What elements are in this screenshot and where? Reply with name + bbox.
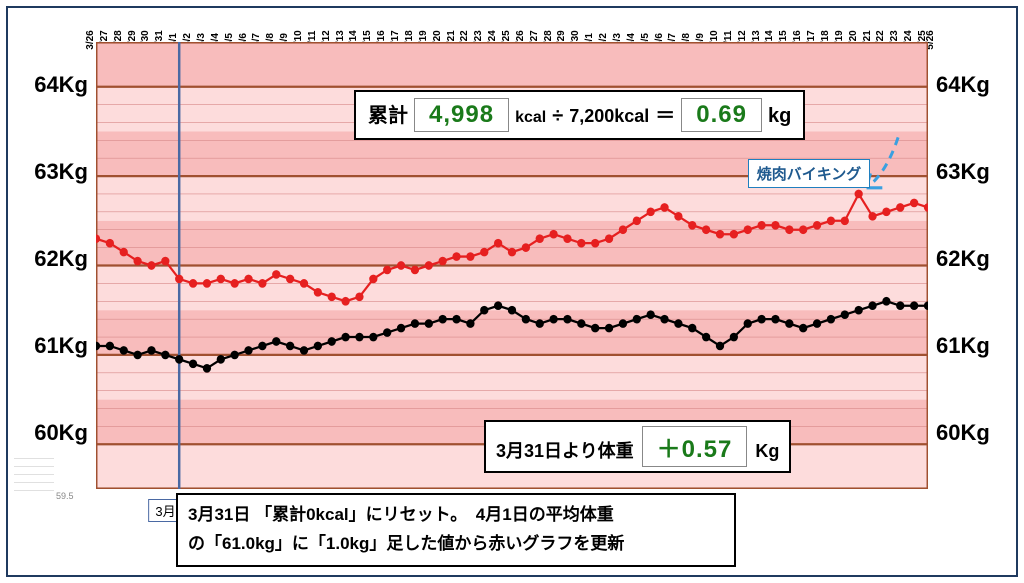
- formula-box: 累計4,998 kcal ÷ 7,200kcal ＝0.69 kg: [354, 90, 805, 140]
- outer-frame: 3/263/273/283/293/303/314/14/24/34/44/54…: [6, 6, 1018, 577]
- y-label-right: 64Kg: [936, 72, 996, 98]
- y-label-right: 62Kg: [936, 246, 996, 272]
- delta-prefix: 3月31日より体重: [496, 437, 634, 463]
- faint-595-label: 59.5: [56, 491, 74, 501]
- x-date: 3/26: [85, 30, 96, 49]
- x-axis-dates: 3/263/273/283/293/303/314/14/24/34/44/54…: [96, 12, 928, 42]
- kcal-value: 4,998: [414, 98, 509, 132]
- y-label-left: 60Kg: [28, 420, 88, 446]
- delta-value: ＋0.57: [642, 426, 748, 467]
- chart-area: 3/263/273/283/293/303/314/14/24/34/44/54…: [28, 12, 996, 499]
- y-label-left: 62Kg: [28, 246, 88, 272]
- faint-rows-decor: [14, 458, 54, 503]
- y-label-left: 61Kg: [28, 333, 88, 359]
- formula-prefix: 累計: [368, 99, 408, 128]
- delta-box: 3月31日より体重 ＋0.57 Kg: [484, 420, 791, 473]
- y-label-right: 63Kg: [936, 159, 996, 185]
- result-unit: kg: [768, 105, 791, 128]
- y-label-right: 60Kg: [936, 420, 996, 446]
- divisor: 7,200kcal: [569, 106, 649, 127]
- note-line-1: 3月31日 「累計0kcal」にリセット。 4月1日の平均体重: [188, 501, 724, 530]
- result-value: 0.69: [681, 98, 762, 132]
- divider: ÷: [552, 105, 563, 128]
- plot-region: 3月31日累計4,998kcal÷7,200kcal＝0.69kg焼肉バイキング…: [96, 42, 928, 489]
- delta-unit: Kg: [755, 441, 779, 462]
- bottom-note: 3月31日 「累計0kcal」にリセット。 4月1日の平均体重 の「61.0kg…: [176, 493, 736, 567]
- note-line-2: の「61.0kg」に「1.0kg」足した値から赤いグラフを更新: [188, 530, 724, 559]
- kcal-unit: kcal: [515, 109, 546, 127]
- y-label-right: 61Kg: [936, 333, 996, 359]
- callout-label: 焼肉バイキング: [748, 159, 871, 188]
- y-label-left: 63Kg: [28, 159, 88, 185]
- eq: ＝: [655, 99, 675, 128]
- y-label-left: 64Kg: [28, 72, 88, 98]
